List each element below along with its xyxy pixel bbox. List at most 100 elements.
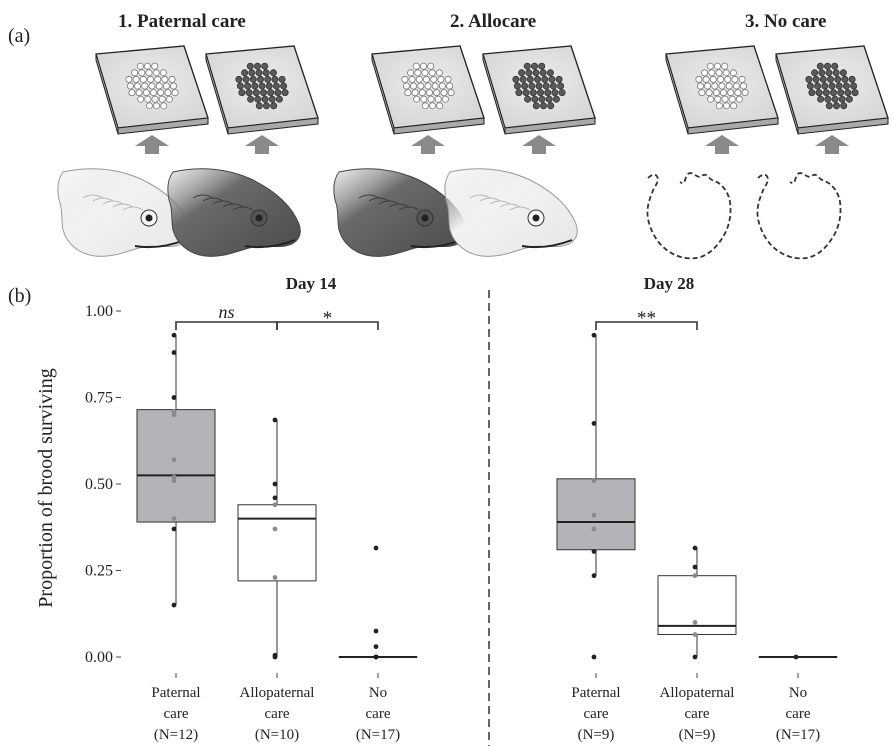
data-point [272, 575, 278, 580]
fish-head-icon [444, 168, 578, 257]
facet-title: Day 14 [286, 274, 337, 293]
data-point [272, 652, 278, 658]
data-point [591, 421, 597, 426]
panel-a-label: (a) [8, 25, 30, 47]
data-point [272, 417, 278, 423]
treatment-title-paternal: 1. Paternal care [118, 11, 246, 32]
up-arrow-icon [245, 135, 279, 154]
egg-plate-icon [775, 45, 889, 135]
data-point [373, 545, 379, 551]
empty-outline-icon [646, 172, 732, 260]
data-point [692, 654, 698, 660]
data-point [591, 549, 597, 554]
panel-b: (b) Proportion of brood surviving 0.00 0.… [8, 274, 838, 746]
box [237, 504, 317, 582]
treatment-title-no-care: 3. No care [745, 11, 826, 32]
fish-head-icon [167, 168, 301, 257]
y-axis-label: Proportion of brood surviving [35, 368, 57, 607]
data-point [171, 457, 177, 463]
significance-bracket [175, 321, 278, 330]
egg-plate-icon [95, 45, 209, 135]
data-point [272, 495, 278, 501]
data-point [373, 628, 379, 634]
x-tick-label: No [369, 685, 387, 701]
x-tick-label: (N=10) [255, 727, 299, 743]
up-arrow-icon [705, 135, 739, 154]
data-point [373, 654, 379, 660]
x-tick-label: care [164, 706, 189, 722]
data-point [692, 545, 698, 551]
x-tick-label: (N=17) [356, 727, 400, 743]
data-point [692, 632, 698, 637]
box-plot-chart: 0.00 0.25 0.50 0.75 1.00 Day 14 Paternal care (N… [85, 274, 838, 746]
egg-plate-icon [205, 45, 319, 135]
data-point [272, 481, 278, 487]
data-point [171, 474, 177, 480]
data-point [171, 478, 177, 483]
up-arrow-icon [411, 135, 445, 154]
y-tick-label: 0.00 [85, 649, 113, 666]
y-tick-label: 0.75 [85, 390, 113, 407]
data-point [171, 602, 177, 608]
data-point [373, 644, 379, 650]
x-tick-label: care [786, 706, 811, 722]
fish-heads [57, 168, 842, 260]
up-arrow-icon [522, 135, 556, 154]
data-point [591, 526, 597, 532]
data-point [171, 350, 177, 355]
data-point [272, 526, 278, 532]
fish-head-icon [333, 168, 467, 257]
up-arrow-icon [815, 135, 849, 154]
arrows [135, 135, 849, 154]
data-point [591, 332, 597, 338]
x-tick-label: (N=17) [776, 727, 820, 743]
significance-bracket [595, 321, 698, 330]
data-point [272, 502, 278, 508]
x-tick-label: care [584, 706, 609, 722]
data-point [793, 654, 799, 660]
x-tick-label: care [366, 706, 391, 722]
x-tick-label: care [685, 706, 710, 722]
data-point [171, 408, 177, 414]
significance-label: ** [637, 308, 656, 329]
data-point [692, 564, 698, 570]
x-tick-label: No [789, 685, 807, 701]
data-point [692, 573, 698, 579]
x-tick-label: Paternal [571, 685, 620, 701]
y-tick-label: 0.50 [85, 476, 113, 493]
data-point [591, 654, 597, 660]
egg-plate-icon [371, 45, 485, 135]
data-point [692, 620, 698, 625]
y-tick-label: 1.00 [85, 303, 113, 320]
egg-plate-icon [482, 45, 596, 135]
data-point [591, 512, 597, 518]
x-tick-label: (N=9) [679, 727, 716, 743]
data-point [171, 395, 177, 400]
up-arrow-icon [135, 135, 169, 154]
panel-a: (a) 1. Paternal care 2. Allocare 3. No c… [8, 11, 889, 260]
data-point [591, 573, 597, 579]
significance-bracket [276, 321, 379, 330]
treatment-title-allocare: 2. Allocare [450, 11, 536, 32]
x-tick-label: (N=12) [154, 727, 198, 743]
x-tick-label: Paternal [151, 685, 200, 701]
x-tick-label: Allopaternal [660, 685, 735, 701]
x-tick-label: (N=9) [578, 727, 615, 743]
box [136, 409, 216, 523]
data-point [591, 478, 597, 483]
data-point [171, 332, 177, 338]
egg-plate-icon [665, 45, 779, 135]
fish-head-icon [57, 168, 191, 257]
empty-outline-icon [756, 172, 842, 260]
x-tick-label: Allopaternal [240, 685, 315, 701]
data-point [171, 412, 177, 418]
panel-b-label: (b) [8, 285, 31, 307]
facet-title: Day 28 [644, 274, 695, 293]
x-tick-label: care [265, 706, 290, 722]
data-point [171, 516, 177, 521]
significance-label: * [323, 308, 333, 329]
data-point [171, 526, 177, 532]
significance-label: ns [218, 302, 234, 322]
egg-plates [95, 45, 889, 135]
